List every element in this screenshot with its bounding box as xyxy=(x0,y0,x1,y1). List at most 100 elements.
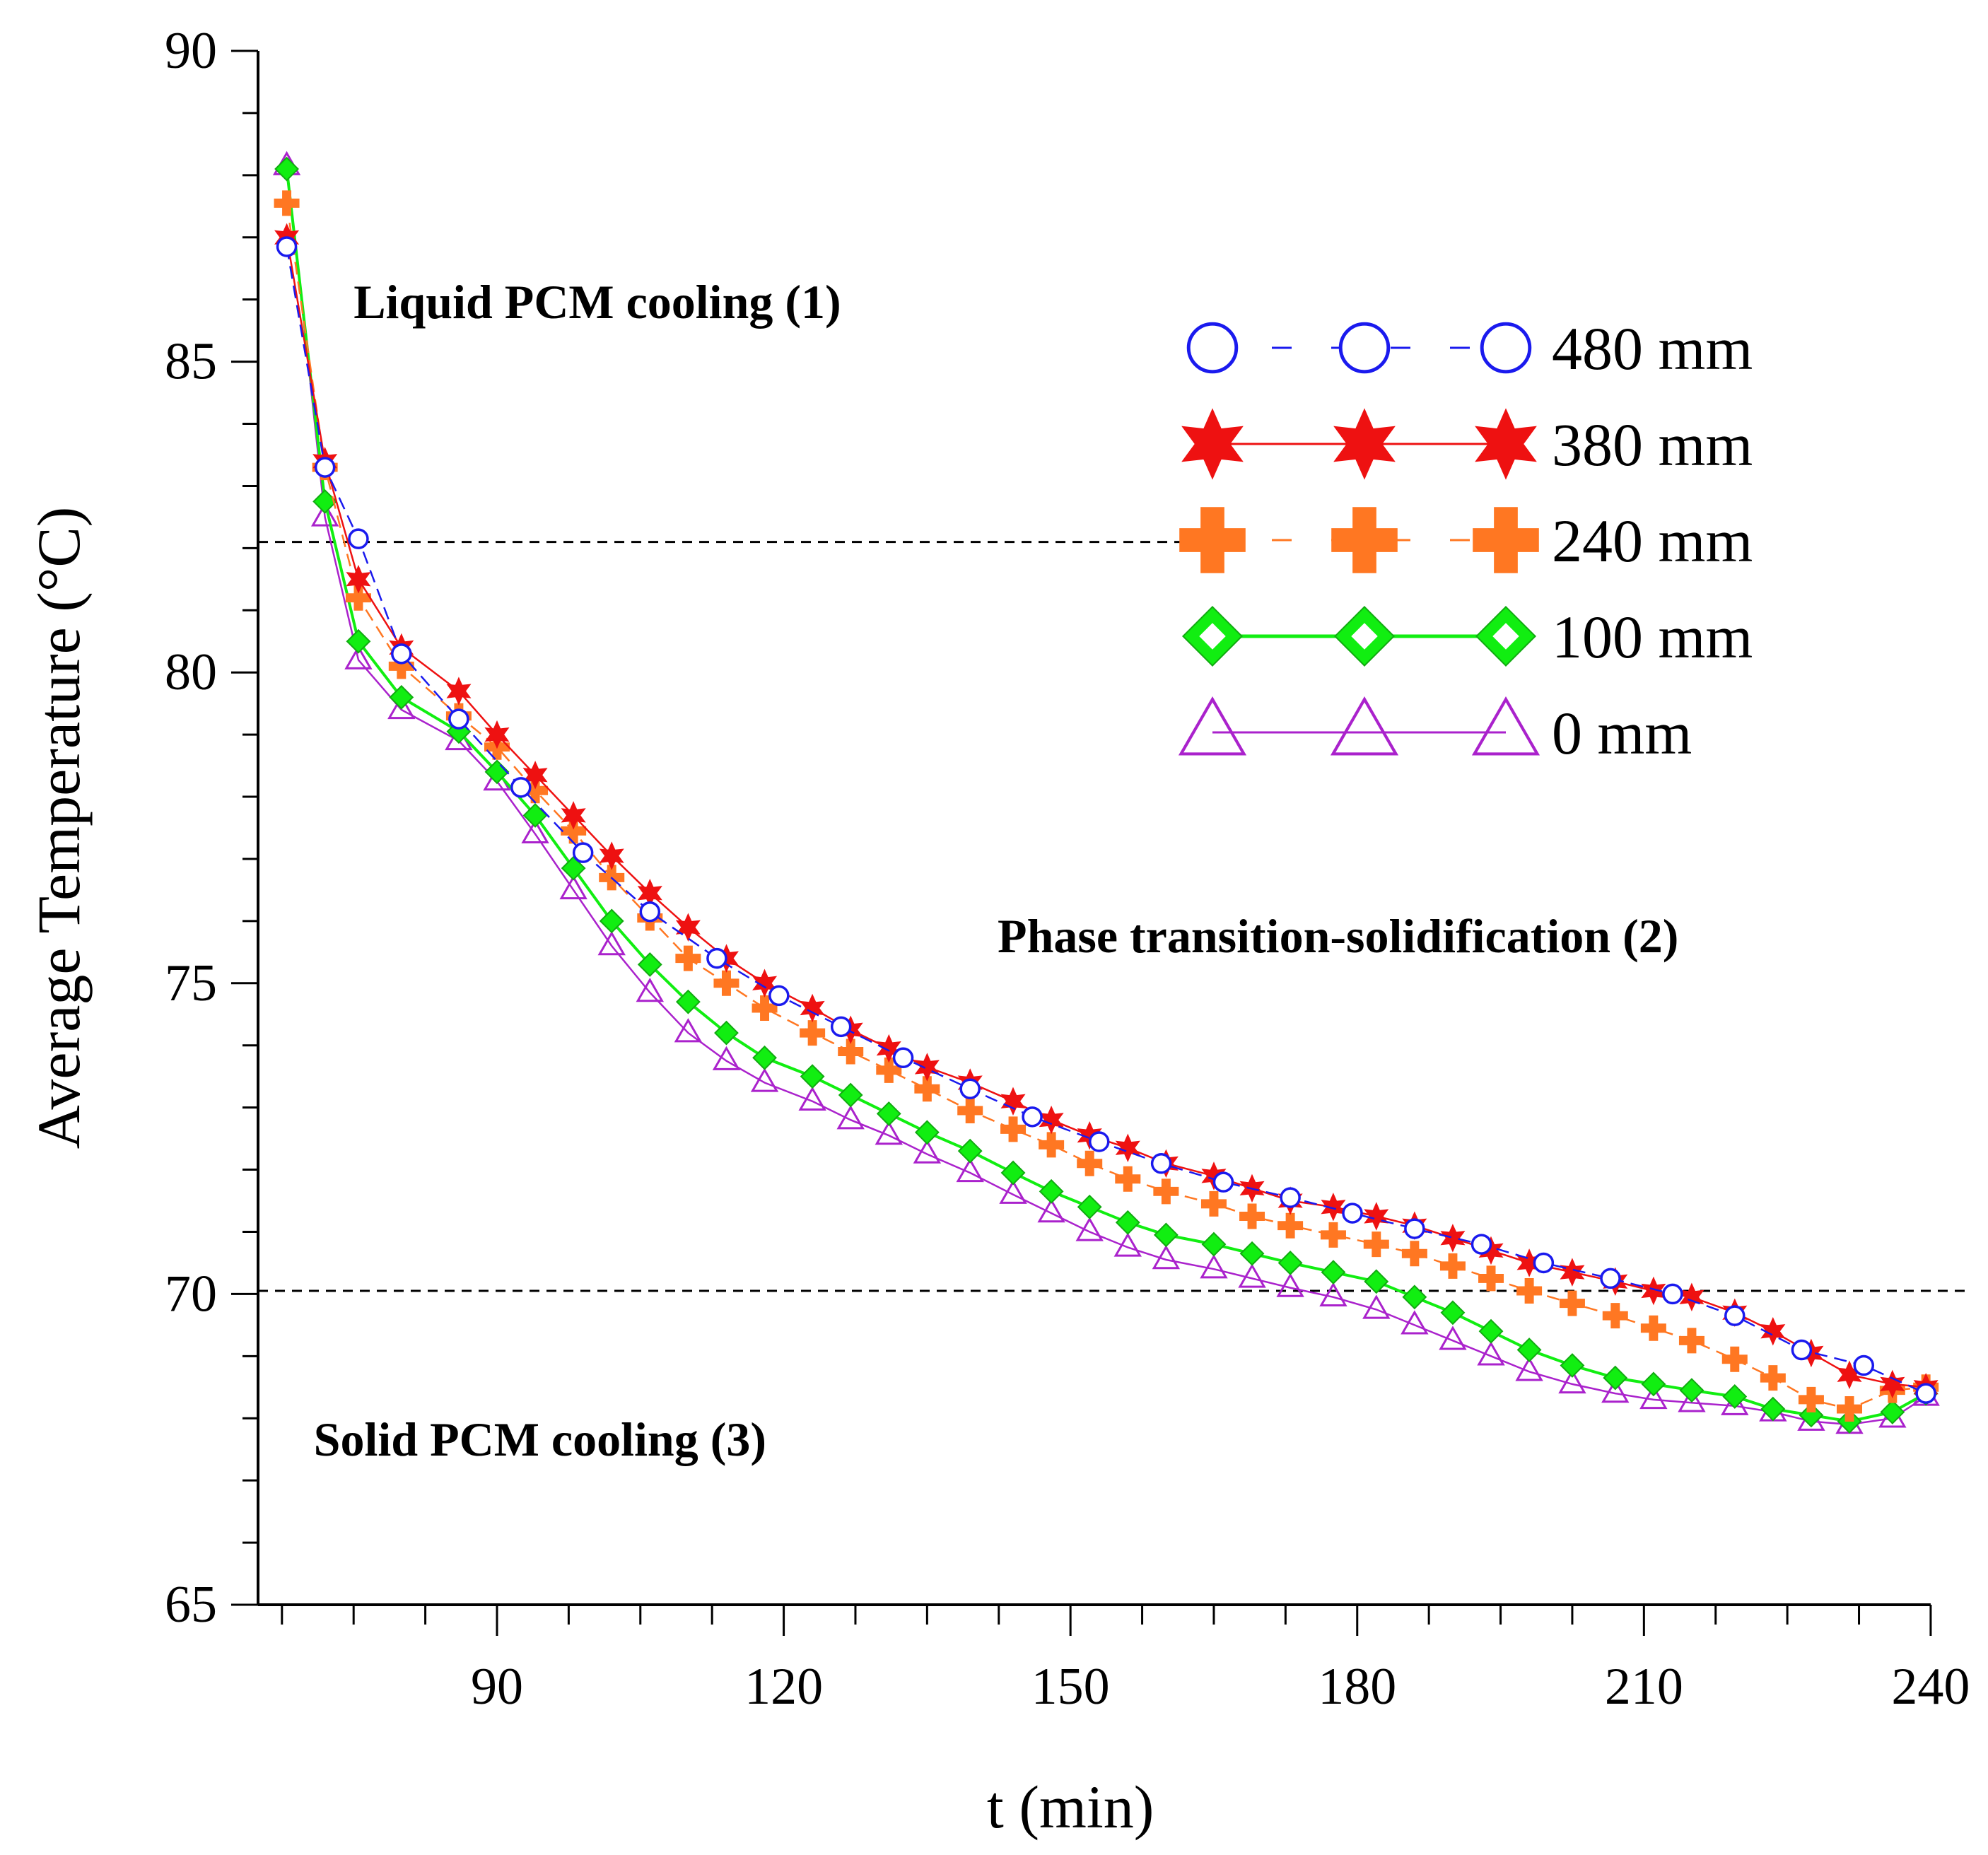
y-axis-title: Average Temperature (°C) xyxy=(25,507,93,1149)
data-point-380-mm xyxy=(914,1053,940,1082)
y-tick-label: 65 xyxy=(165,1576,217,1634)
data-point-0-mm xyxy=(674,1018,703,1043)
region-label: Phase transition-solidification (2) xyxy=(998,909,1678,963)
data-point-480-mm xyxy=(959,1078,981,1100)
data-point-0-mm xyxy=(1276,1272,1304,1297)
data-point-380-mm xyxy=(1560,1258,1585,1287)
data-point-480-mm xyxy=(1088,1131,1110,1152)
data-point-0-mm xyxy=(1721,1391,1749,1415)
data-point-100-mm xyxy=(838,1082,863,1108)
x-tick-label: 210 xyxy=(1605,1658,1683,1716)
series-100-mm xyxy=(274,156,1939,1434)
data-point-480-mm xyxy=(1600,1268,1621,1289)
data-point-240-mm xyxy=(388,653,414,679)
data-point-480-mm xyxy=(448,708,469,730)
data-point-100-mm xyxy=(1760,1396,1786,1422)
data-point-0-mm xyxy=(387,694,416,720)
x-tick-label: 180 xyxy=(1318,1658,1396,1716)
data-point-240-mm xyxy=(1798,1386,1824,1412)
legend-marker xyxy=(1178,696,1247,756)
data-point-380-mm xyxy=(1115,1133,1140,1163)
data-point-240-mm xyxy=(675,945,701,971)
legend-label: 380 mm xyxy=(1552,411,1753,479)
data-point-240-mm xyxy=(1200,1190,1227,1217)
data-point-0-mm xyxy=(1439,1326,1467,1350)
x-tick-label: 120 xyxy=(744,1658,823,1716)
data-point-0-mm xyxy=(344,645,373,669)
data-point-100-mm xyxy=(1000,1160,1026,1186)
legend-marker-inner xyxy=(1351,623,1378,650)
data-point-0-mm xyxy=(310,502,339,527)
data-point-480-mm xyxy=(1533,1252,1555,1274)
legend-marker xyxy=(1331,507,1398,573)
data-point-100-mm xyxy=(1560,1353,1585,1378)
data-point-240-mm xyxy=(1640,1315,1666,1341)
data-point-380-mm xyxy=(1321,1193,1346,1222)
data-point-100-mm xyxy=(1239,1241,1265,1266)
data-point-100-mm xyxy=(1201,1231,1227,1257)
data-point-100-mm xyxy=(714,1020,739,1046)
data-point-380-mm xyxy=(1880,1369,1905,1399)
data-point-240-mm xyxy=(1559,1290,1585,1316)
data-point-480-mm xyxy=(1212,1171,1234,1193)
data-point-240-mm xyxy=(957,1098,983,1124)
x-tick-label: 240 xyxy=(1891,1658,1970,1716)
data-point-380-mm xyxy=(800,993,825,1023)
data-point-100-mm xyxy=(1364,1269,1389,1294)
data-point-100-mm xyxy=(876,1101,901,1126)
data-point-100-mm xyxy=(274,156,299,182)
data-point-0-mm xyxy=(1362,1294,1391,1319)
data-point-480-mm xyxy=(1915,1383,1936,1404)
data-point-380-mm xyxy=(752,969,778,998)
data-point-480-mm xyxy=(276,236,298,257)
data-point-240-mm xyxy=(1077,1150,1103,1176)
data-point-100-mm xyxy=(1679,1378,1705,1403)
data-point-100-mm xyxy=(599,908,624,934)
series-layer xyxy=(272,151,1940,1434)
data-point-240-mm xyxy=(1277,1212,1304,1239)
data-point-0-mm xyxy=(1152,1245,1181,1270)
data-point-380-mm xyxy=(1760,1316,1786,1346)
data-point-480-mm xyxy=(1022,1106,1043,1128)
series-480-mm xyxy=(276,236,1936,1404)
data-point-240-mm xyxy=(1516,1278,1543,1304)
data-point-240-mm xyxy=(1039,1132,1065,1158)
data-point-0-mm xyxy=(1601,1379,1630,1403)
data-point-480-mm xyxy=(1342,1202,1363,1224)
y-tick-label: 80 xyxy=(165,643,217,701)
data-point-240-mm xyxy=(1602,1303,1628,1329)
y-tick-label: 75 xyxy=(165,954,217,1012)
data-point-480-mm xyxy=(1724,1305,1746,1326)
data-point-240-mm xyxy=(1000,1116,1027,1142)
legend-item-240-mm: 240 mm xyxy=(1179,507,1753,575)
annotations: Liquid PCM cooling (1) Phase transition-s… xyxy=(314,275,1679,1466)
data-point-0-mm xyxy=(1639,1384,1668,1410)
data-point-380-mm xyxy=(1679,1282,1705,1312)
data-point-380-mm xyxy=(599,841,624,870)
data-point-0-mm xyxy=(1075,1217,1104,1241)
legend-marker xyxy=(1333,408,1396,480)
data-point-100-mm xyxy=(752,1045,777,1070)
data-point-480-mm xyxy=(639,901,661,923)
data-point-380-mm xyxy=(484,720,510,749)
data-point-380-mm xyxy=(1641,1276,1666,1306)
data-point-0-mm xyxy=(521,819,549,843)
data-point-240-mm xyxy=(522,778,549,804)
data-point-240-mm xyxy=(914,1076,940,1102)
data-point-100-mm xyxy=(1880,1400,1905,1424)
x-tick-label: 90 xyxy=(471,1658,523,1716)
data-point-100-mm xyxy=(1039,1178,1064,1204)
data-point-480-mm xyxy=(892,1047,914,1069)
data-point-480-mm xyxy=(1470,1234,1492,1255)
data-point-480-mm xyxy=(314,457,336,478)
legend-marker xyxy=(1181,408,1244,480)
data-point-480-mm xyxy=(1853,1354,1875,1376)
data-point-240-mm xyxy=(1115,1166,1141,1192)
legend-marker xyxy=(1338,322,1391,374)
data-point-480-mm xyxy=(572,842,594,863)
data-point-240-mm xyxy=(345,585,371,611)
legend: 480 mm 380 mm 240 mm 100 mm 0 mm xyxy=(1178,315,1753,767)
y-tick-label: 85 xyxy=(165,333,217,391)
data-point-480-mm xyxy=(1791,1339,1813,1361)
data-point-100-mm xyxy=(914,1120,940,1145)
